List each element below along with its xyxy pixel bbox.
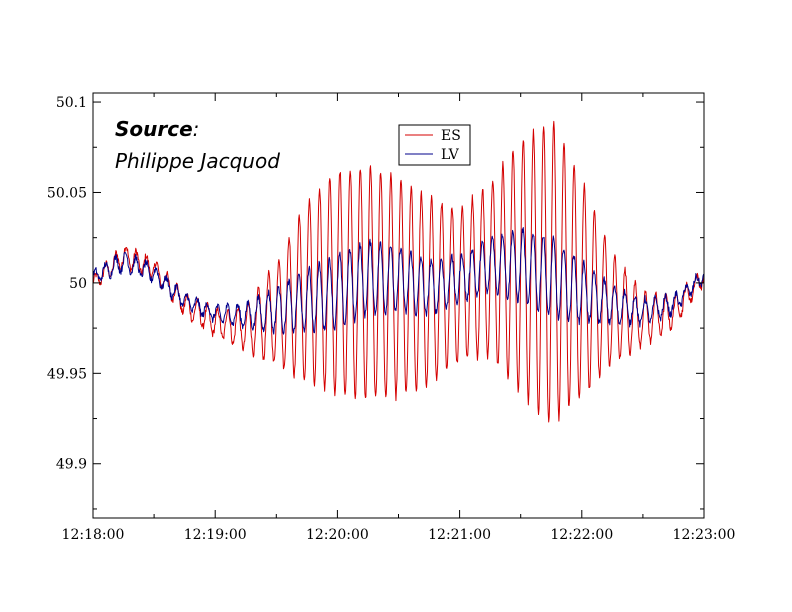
source-annotation: Source: Philippe Jacquod	[115, 117, 280, 173]
legend-label-es: ES	[441, 128, 461, 144]
series-line-lv	[93, 227, 704, 335]
series-layer	[93, 120, 704, 423]
axis-tick-labels: 12:18:00 12:19:00 12:20:00 12:21:00 12:22:00…	[47, 95, 736, 543]
y-tick-label: 50	[69, 276, 87, 292]
legend-label-lv: LV	[441, 147, 460, 163]
y-tick-label: 49.95	[47, 366, 87, 382]
axis-ticks	[92, 93, 705, 518]
series-line-es	[93, 120, 704, 423]
x-tick-label: 12:23:00	[673, 527, 736, 543]
plot-area	[93, 120, 704, 423]
x-tick-label: 12:19:00	[184, 527, 247, 543]
source-colon: :	[193, 117, 200, 141]
x-tick-label: 12:22:00	[550, 527, 613, 543]
svg-text:Source:: Source:	[115, 117, 199, 141]
legend: ES LV	[398, 124, 471, 166]
x-tick-label: 12:18:00	[62, 527, 125, 543]
y-tick-label: 50.1	[56, 95, 87, 111]
legend-box	[398, 124, 471, 166]
source-author: Philippe Jacquod	[115, 149, 280, 173]
y-tick-label: 49.9	[56, 457, 87, 473]
y-tick-label: 50.05	[47, 185, 87, 201]
source-title: Source	[115, 117, 193, 141]
x-tick-label: 12:20:00	[306, 527, 369, 543]
x-tick-label: 12:21:00	[428, 527, 491, 543]
